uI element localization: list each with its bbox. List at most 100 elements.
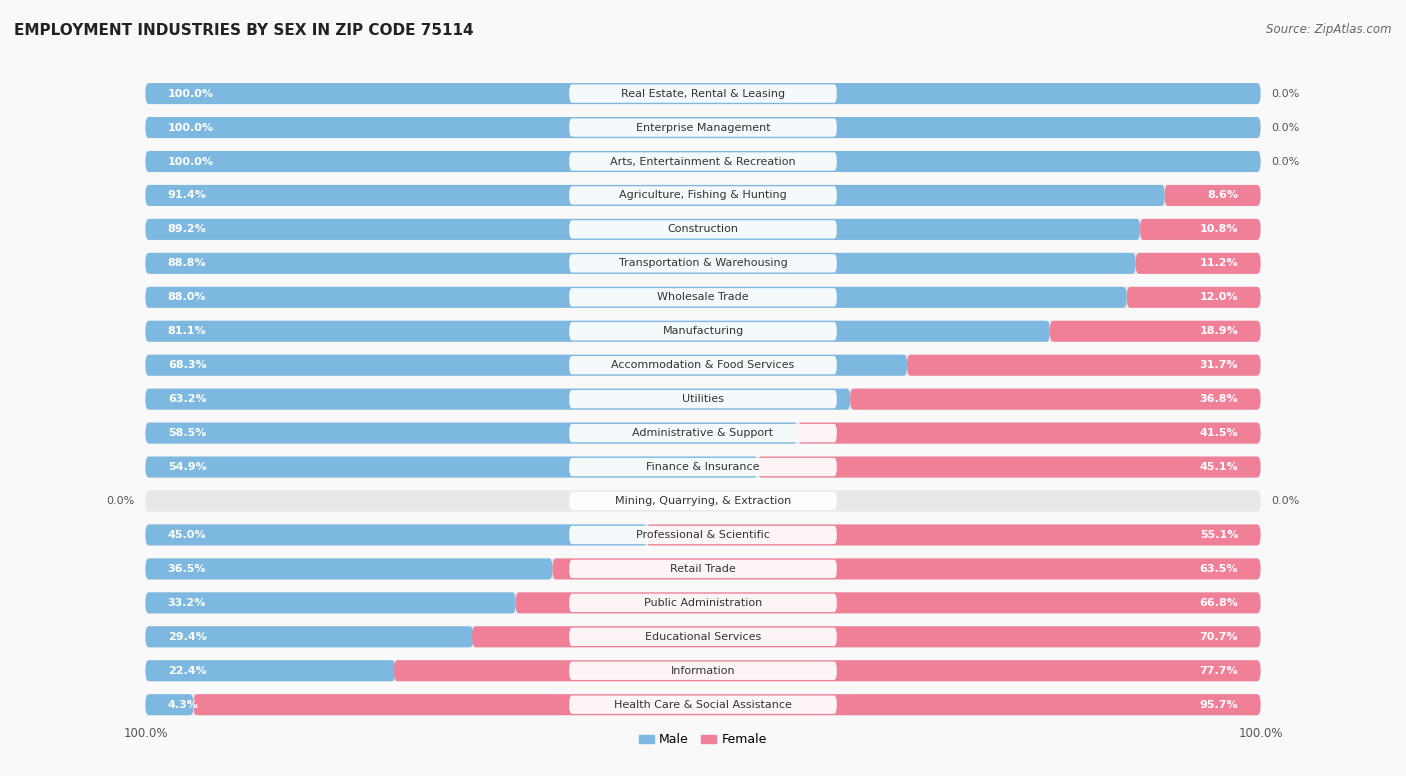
FancyBboxPatch shape [569, 662, 837, 680]
Text: 31.7%: 31.7% [1199, 360, 1239, 370]
Text: 10.8%: 10.8% [1199, 224, 1239, 234]
FancyBboxPatch shape [145, 626, 1261, 647]
FancyBboxPatch shape [569, 424, 837, 442]
FancyBboxPatch shape [569, 186, 837, 205]
Text: 100.0%: 100.0% [167, 88, 214, 99]
FancyBboxPatch shape [1164, 185, 1261, 206]
FancyBboxPatch shape [569, 356, 837, 374]
Text: 8.6%: 8.6% [1208, 190, 1239, 200]
Text: Real Estate, Rental & Leasing: Real Estate, Rental & Leasing [621, 88, 785, 99]
FancyBboxPatch shape [145, 253, 1136, 274]
Text: 0.0%: 0.0% [1271, 123, 1301, 133]
FancyBboxPatch shape [569, 628, 837, 646]
FancyBboxPatch shape [907, 355, 1261, 376]
FancyBboxPatch shape [569, 152, 837, 171]
Text: 54.9%: 54.9% [167, 462, 207, 472]
FancyBboxPatch shape [145, 185, 1261, 206]
FancyBboxPatch shape [553, 559, 1261, 580]
FancyBboxPatch shape [145, 456, 758, 477]
FancyBboxPatch shape [516, 592, 1261, 613]
Text: Professional & Scientific: Professional & Scientific [636, 530, 770, 540]
Text: 63.5%: 63.5% [1199, 564, 1239, 574]
Text: 0.0%: 0.0% [1271, 496, 1301, 506]
Text: Source: ZipAtlas.com: Source: ZipAtlas.com [1267, 23, 1392, 36]
Text: 33.2%: 33.2% [167, 598, 207, 608]
Text: 68.3%: 68.3% [167, 360, 207, 370]
Text: Educational Services: Educational Services [645, 632, 761, 642]
Text: Wholesale Trade: Wholesale Trade [657, 293, 749, 303]
FancyBboxPatch shape [569, 526, 837, 544]
FancyBboxPatch shape [569, 492, 837, 510]
Text: Mining, Quarrying, & Extraction: Mining, Quarrying, & Extraction [614, 496, 792, 506]
Text: 22.4%: 22.4% [167, 666, 207, 676]
Text: 45.1%: 45.1% [1199, 462, 1239, 472]
FancyBboxPatch shape [145, 525, 647, 546]
FancyBboxPatch shape [758, 456, 1261, 477]
FancyBboxPatch shape [569, 322, 837, 341]
Text: Agriculture, Fishing & Hunting: Agriculture, Fishing & Hunting [619, 190, 787, 200]
FancyBboxPatch shape [145, 490, 1261, 511]
Text: 63.2%: 63.2% [167, 394, 207, 404]
FancyBboxPatch shape [569, 390, 837, 408]
Text: Information: Information [671, 666, 735, 676]
FancyBboxPatch shape [145, 559, 1261, 580]
FancyBboxPatch shape [145, 355, 907, 376]
Text: Administrative & Support: Administrative & Support [633, 428, 773, 438]
Text: 66.8%: 66.8% [1199, 598, 1239, 608]
FancyBboxPatch shape [569, 119, 837, 137]
Text: 70.7%: 70.7% [1199, 632, 1239, 642]
FancyBboxPatch shape [145, 320, 1050, 341]
FancyBboxPatch shape [569, 85, 837, 102]
FancyBboxPatch shape [145, 660, 1261, 681]
Text: 36.5%: 36.5% [167, 564, 207, 574]
FancyBboxPatch shape [145, 660, 395, 681]
FancyBboxPatch shape [145, 695, 194, 715]
FancyBboxPatch shape [145, 117, 1261, 138]
FancyBboxPatch shape [145, 185, 1164, 206]
Text: 11.2%: 11.2% [1199, 258, 1239, 268]
Text: EMPLOYMENT INDUSTRIES BY SEX IN ZIP CODE 75114: EMPLOYMENT INDUSTRIES BY SEX IN ZIP CODE… [14, 23, 474, 38]
FancyBboxPatch shape [1126, 287, 1261, 308]
Text: Health Care & Social Assistance: Health Care & Social Assistance [614, 700, 792, 710]
Text: 88.8%: 88.8% [167, 258, 207, 268]
FancyBboxPatch shape [145, 219, 1261, 240]
FancyBboxPatch shape [851, 389, 1261, 410]
FancyBboxPatch shape [647, 525, 1261, 546]
Text: 0.0%: 0.0% [1271, 88, 1301, 99]
Text: 45.0%: 45.0% [167, 530, 207, 540]
FancyBboxPatch shape [569, 288, 837, 307]
FancyBboxPatch shape [145, 83, 1261, 104]
Text: Utilities: Utilities [682, 394, 724, 404]
FancyBboxPatch shape [1136, 253, 1261, 274]
FancyBboxPatch shape [145, 151, 1261, 172]
Text: 18.9%: 18.9% [1199, 326, 1239, 336]
FancyBboxPatch shape [569, 559, 837, 578]
FancyBboxPatch shape [145, 695, 1261, 715]
FancyBboxPatch shape [145, 389, 1261, 410]
Text: 4.3%: 4.3% [167, 700, 198, 710]
FancyBboxPatch shape [145, 423, 1261, 444]
Text: 100.0%: 100.0% [167, 157, 214, 167]
Text: 100.0%: 100.0% [167, 123, 214, 133]
Text: 95.7%: 95.7% [1199, 700, 1239, 710]
Text: Public Administration: Public Administration [644, 598, 762, 608]
Text: Accommodation & Food Services: Accommodation & Food Services [612, 360, 794, 370]
FancyBboxPatch shape [194, 695, 1261, 715]
FancyBboxPatch shape [569, 594, 837, 612]
FancyBboxPatch shape [145, 253, 1261, 274]
FancyBboxPatch shape [569, 255, 837, 272]
FancyBboxPatch shape [145, 219, 1140, 240]
FancyBboxPatch shape [145, 592, 1261, 613]
FancyBboxPatch shape [472, 626, 1261, 647]
FancyBboxPatch shape [145, 83, 1261, 104]
Text: 41.5%: 41.5% [1199, 428, 1239, 438]
Text: 91.4%: 91.4% [167, 190, 207, 200]
Text: Enterprise Management: Enterprise Management [636, 123, 770, 133]
Text: 88.0%: 88.0% [167, 293, 207, 303]
Legend: Male, Female: Male, Female [634, 729, 772, 751]
Text: 12.0%: 12.0% [1199, 293, 1239, 303]
Text: Retail Trade: Retail Trade [671, 564, 735, 574]
Text: Finance & Insurance: Finance & Insurance [647, 462, 759, 472]
FancyBboxPatch shape [145, 320, 1261, 341]
Text: 55.1%: 55.1% [1199, 530, 1239, 540]
